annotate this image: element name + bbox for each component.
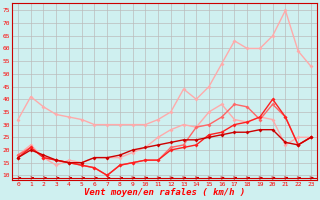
X-axis label: Vent moyen/en rafales ( km/h ): Vent moyen/en rafales ( km/h ) (84, 188, 245, 197)
